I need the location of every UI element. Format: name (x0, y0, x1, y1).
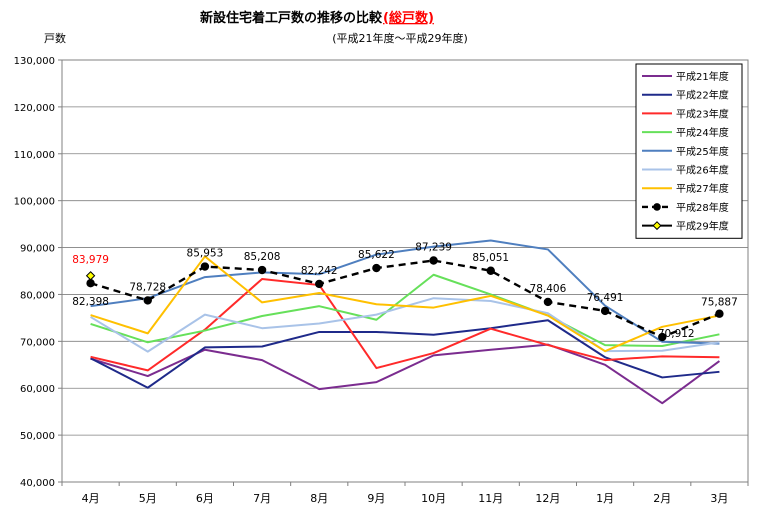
data-point (543, 297, 553, 307)
legend-label: 平成23年度 (676, 107, 729, 120)
data-point (315, 279, 324, 289)
x-tick-label: 2月 (653, 492, 671, 505)
y-tick-label: 40,000 (20, 478, 55, 489)
legend: 平成21年度平成22年度平成23年度平成24年度平成25年度平成26年度平成27… (635, 63, 743, 239)
data-point (486, 266, 495, 275)
chart-title: 新設住宅着工戸数の推移の比較 (200, 10, 383, 26)
x-tick-label: 7月 (253, 492, 271, 505)
x-tick-label: 5月 (139, 492, 157, 505)
data-point (600, 306, 610, 316)
y-tick-label: 70,000 (20, 337, 55, 348)
data-label: 82,398 (72, 296, 109, 308)
data-label: 85,208 (244, 251, 281, 263)
data-point (143, 296, 152, 305)
x-tick-label: 9月 (367, 492, 385, 505)
legend-label: 平成29年度 (676, 220, 729, 233)
x-tick-label: 1月 (596, 492, 614, 505)
data-point (257, 265, 267, 275)
legend-label: 平成24年度 (676, 126, 729, 139)
data-label: 85,051 (472, 252, 509, 264)
chart-subtitle: (平成21年度～平成29年度) (332, 31, 468, 45)
legend-marker (652, 221, 662, 231)
data-label: 70,912 (658, 328, 695, 340)
data-point (372, 263, 381, 273)
y-axis: 40,000 50,000 60,000 70,000 80,000 90,000 100,… (14, 56, 62, 489)
series-line (90, 277, 720, 372)
data-label: 85,622 (358, 249, 395, 261)
y-tick-label: 130,000 (14, 56, 55, 67)
legend-label: 平成25年度 (676, 145, 729, 158)
data-labels: 82,398 78,728 85,953 85,208 82,242 85,622 87,2… (72, 242, 738, 341)
data-point (85, 271, 96, 281)
chart-title-group: 新設住宅着工戸数の推移の比較 (総戸数) (平成21年度～平成29年度) (200, 10, 468, 45)
chart-title-highlight: (総戸数) (383, 10, 434, 26)
data-label: 83,979 (72, 254, 109, 266)
y-tick-label: 50,000 (20, 431, 55, 442)
legend-label: 平成26年度 (676, 164, 729, 177)
series-line (90, 259, 720, 339)
legend-label: 平成28年度 (676, 201, 729, 214)
x-tick-label: 3月 (710, 492, 728, 505)
data-label: 87,239 (415, 242, 452, 254)
y-tick-label: 110,000 (14, 150, 55, 161)
legend-label: 平成21年度 (676, 70, 729, 83)
y-tick-label: 90,000 (20, 244, 55, 255)
data-point (658, 332, 667, 342)
y-tick-label: 100,000 (14, 197, 55, 208)
x-tick-label: 4月 (82, 492, 100, 505)
data-point (429, 256, 438, 265)
x-tick-label: 10月 (421, 492, 446, 505)
data-point (86, 279, 95, 288)
data-label: 78,728 (129, 281, 166, 293)
x-tick-label: 6月 (196, 492, 214, 505)
y-axis-label: 戸数 (44, 32, 66, 45)
x-tick-label: 11月 (478, 492, 503, 505)
y-tick-label: 120,000 (14, 103, 55, 114)
legend-label: 平成27年度 (676, 182, 729, 195)
data-point (200, 262, 210, 271)
y-tick-label: 80,000 (20, 290, 55, 301)
data-label: 75,887 (701, 297, 738, 309)
series-line (90, 239, 720, 345)
legend-label: 平成22年度 (676, 89, 729, 102)
x-tick-label: 8月 (310, 492, 328, 505)
x-tick-label: 12月 (535, 492, 560, 505)
data-label: 85,953 (187, 248, 224, 260)
x-axis: 4月 5月 6月 7月 8月 9月 10月 11月 12月 1月 2月 3月 (61, 482, 749, 505)
y-tick-label: 60,000 (20, 384, 55, 395)
data-label: 82,242 (301, 265, 338, 277)
legend-marker (653, 203, 661, 211)
series-line (90, 273, 720, 348)
series-lines (85, 239, 724, 405)
series-line (90, 319, 720, 389)
data-label: 76,491 (587, 292, 624, 304)
series-line (90, 343, 721, 405)
data-label: 78,406 (530, 283, 567, 295)
data-point (715, 309, 724, 318)
series-line (90, 255, 720, 353)
